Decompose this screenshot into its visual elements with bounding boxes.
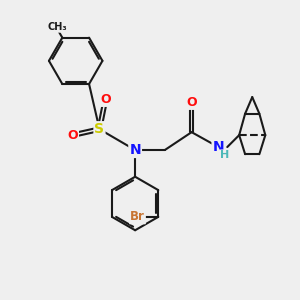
Text: S: S: [94, 122, 104, 136]
Text: O: O: [68, 129, 78, 142]
Text: CH₃: CH₃: [47, 22, 67, 32]
Text: O: O: [100, 93, 111, 106]
Text: N: N: [212, 140, 224, 154]
Text: H: H: [220, 150, 230, 161]
Text: N: N: [129, 143, 141, 157]
Text: Br: Br: [130, 210, 145, 224]
Text: O: O: [186, 96, 197, 109]
